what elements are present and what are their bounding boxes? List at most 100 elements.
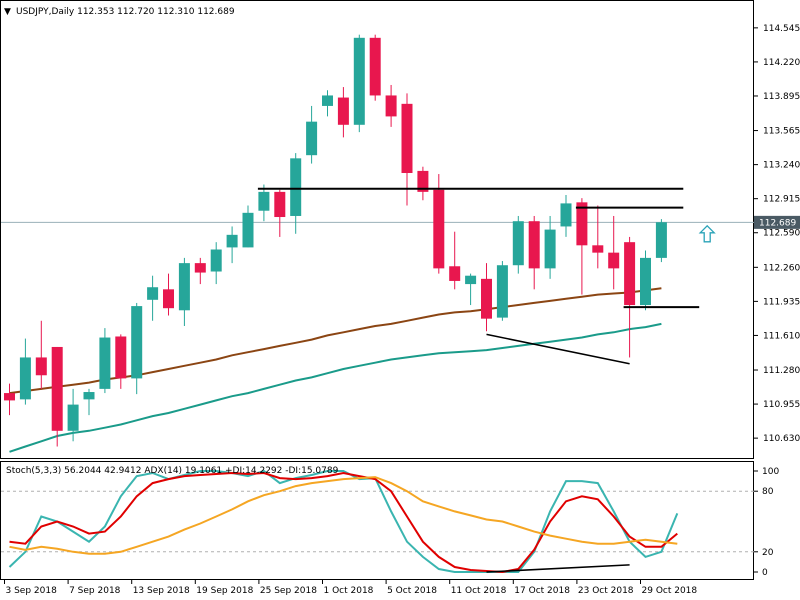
candle-body xyxy=(99,337,111,389)
candle-body xyxy=(608,252,620,269)
candle-body xyxy=(178,263,190,311)
y-tick-label: 111.280 xyxy=(763,366,800,376)
candle-body xyxy=(401,103,413,174)
candle xyxy=(337,87,349,138)
x-tick-label: 25 Sep 2018 xyxy=(260,586,317,596)
stoch-signal-line xyxy=(9,471,678,574)
candle-body xyxy=(576,202,588,246)
candle-body xyxy=(337,97,349,125)
indicator-panel-plot xyxy=(1,469,754,574)
candle xyxy=(306,105,318,164)
x-tick-label: 1 Oct 2018 xyxy=(324,586,374,596)
symbol-header: USDJPY,Daily 112.353 112.720 112.310 112… xyxy=(16,7,235,17)
current-price-tag: 112.689 xyxy=(754,215,800,229)
candle-body xyxy=(19,357,31,400)
x-tick-label: 17 Oct 2018 xyxy=(514,586,570,596)
candle-body xyxy=(35,357,47,376)
candle xyxy=(433,174,445,274)
candle xyxy=(544,215,556,279)
candle-body xyxy=(353,37,365,125)
collapse-triangle-icon[interactable]: ▼ xyxy=(4,7,11,17)
candle-body xyxy=(51,346,63,431)
candle xyxy=(67,388,79,442)
y-tick-label: 114.545 xyxy=(763,24,800,34)
candle xyxy=(274,189,286,237)
y-tick-label: 113.895 xyxy=(763,92,800,102)
candle-body xyxy=(592,245,604,253)
ind-y-tick-label: 80 xyxy=(762,487,774,497)
candle xyxy=(512,215,524,274)
candle xyxy=(528,215,540,290)
candle xyxy=(210,242,222,285)
main-panel-plot xyxy=(1,34,754,453)
candle-body xyxy=(433,189,445,269)
candle-body xyxy=(83,392,95,400)
indicator-divergence-line xyxy=(486,564,630,573)
candle-body xyxy=(512,221,524,266)
ind-y-tick-label: 100 xyxy=(762,467,779,477)
up-arrow-icon xyxy=(698,224,716,243)
candle-body xyxy=(528,221,540,269)
candle xyxy=(35,320,47,389)
candle-body xyxy=(417,170,429,192)
candle xyxy=(401,93,413,206)
candle xyxy=(624,236,636,358)
candle xyxy=(655,219,667,263)
ind-y-tick-label: 0 xyxy=(762,568,768,578)
candle xyxy=(115,334,127,389)
candle xyxy=(99,328,111,394)
candle xyxy=(4,383,15,416)
indicator-header: Stoch(5,3,3) 56.2044 42.9412 ADX(14) 19.… xyxy=(6,466,339,476)
candle-body xyxy=(67,404,79,431)
y-tick-label: 111.935 xyxy=(763,297,800,307)
candle xyxy=(19,338,31,405)
candle-body xyxy=(624,242,636,306)
candle xyxy=(608,215,620,290)
indicator-panel-frame xyxy=(0,461,754,580)
candle xyxy=(560,195,572,237)
candle xyxy=(496,261,508,321)
x-tick-label: 3 Sep 2018 xyxy=(6,586,58,596)
y-tick-label: 113.565 xyxy=(763,127,800,137)
candle xyxy=(481,263,492,332)
candle-body xyxy=(4,393,15,401)
candle xyxy=(640,250,651,311)
x-tick-label: 11 Oct 2018 xyxy=(451,586,507,596)
candle xyxy=(83,388,95,416)
candle xyxy=(51,346,63,447)
candle-body xyxy=(481,278,492,319)
candle xyxy=(385,84,397,127)
candle xyxy=(163,273,174,316)
x-tick-label: 5 Oct 2018 xyxy=(387,586,437,596)
candle xyxy=(576,198,588,295)
candle xyxy=(322,90,333,117)
candle-body xyxy=(449,266,461,281)
candle-body xyxy=(290,158,302,216)
candle xyxy=(131,302,143,395)
candle-body xyxy=(560,203,572,227)
y-tick-label: 112.590 xyxy=(763,229,800,239)
candle-body xyxy=(640,257,651,306)
candle-body xyxy=(115,336,127,379)
candle xyxy=(178,257,190,327)
candle xyxy=(465,273,477,306)
candle xyxy=(449,231,461,290)
candle xyxy=(147,275,159,321)
candle xyxy=(258,184,270,222)
candle-body xyxy=(226,234,238,248)
candle-body xyxy=(322,95,333,106)
y-tick-label: 111.610 xyxy=(763,331,800,341)
x-tick-label: 29 Oct 2018 xyxy=(642,586,698,596)
candle-body xyxy=(306,121,318,156)
y-tick-label: 112.260 xyxy=(763,263,800,273)
stoch-main-line xyxy=(8,469,679,573)
candle-body xyxy=(369,37,381,96)
candle-body xyxy=(163,289,174,309)
y-tick-label: 114.220 xyxy=(763,58,800,68)
x-tick-label: 13 Sep 2018 xyxy=(133,586,190,596)
axes-layer: 114.545 114.220 113.895 113.565 113.240 112.9… xyxy=(4,24,800,596)
candle xyxy=(290,153,302,234)
trend-line xyxy=(486,333,630,365)
